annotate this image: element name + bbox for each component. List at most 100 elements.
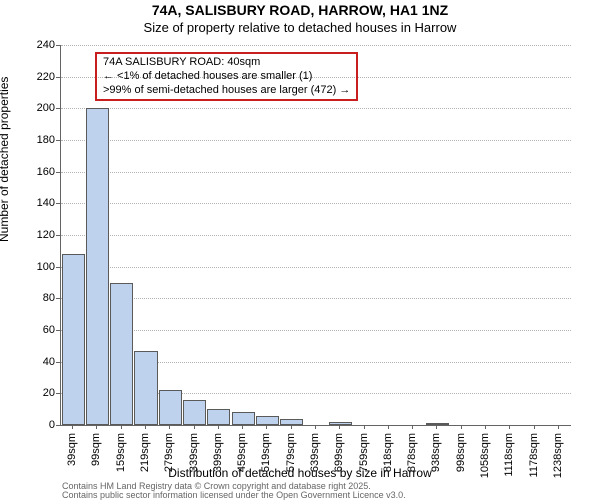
ytick-label: 140	[15, 197, 55, 209]
xtick-label: 1178sqm	[528, 433, 540, 483]
xtick-label: 99sqm	[90, 433, 102, 483]
annotation-line: >99% of semi-detached houses are larger …	[103, 84, 350, 98]
xtick-label: 938sqm	[430, 433, 442, 483]
gridline	[61, 298, 571, 299]
ytick-mark	[56, 425, 60, 426]
ytick-mark	[56, 140, 60, 141]
bar	[207, 409, 230, 425]
bar	[183, 400, 206, 425]
xtick-mark	[145, 425, 146, 429]
gridline	[61, 172, 571, 173]
gridline	[61, 45, 571, 46]
ytick-label: 60	[15, 324, 55, 336]
xtick-mark	[364, 425, 365, 429]
xtick-mark	[436, 425, 437, 429]
ytick-label: 100	[15, 261, 55, 273]
xtick-label: 1118sqm	[503, 433, 515, 483]
bar	[232, 412, 255, 425]
xtick-mark	[242, 425, 243, 429]
ytick-mark	[56, 330, 60, 331]
ytick-label: 200	[15, 102, 55, 114]
gridline	[61, 267, 571, 268]
xtick-label: 759sqm	[358, 433, 370, 483]
xtick-label: 279sqm	[163, 433, 175, 483]
gridline	[61, 330, 571, 331]
ytick-mark	[56, 267, 60, 268]
xtick-mark	[339, 425, 340, 429]
bar	[426, 423, 449, 425]
ytick-label: 120	[15, 229, 55, 241]
xtick-label: 1058sqm	[479, 433, 491, 483]
ytick-mark	[56, 203, 60, 204]
annotation-line: 74A SALISBURY ROAD: 40sqm	[103, 56, 350, 70]
bar	[256, 416, 279, 426]
bar	[280, 419, 303, 425]
xtick-label: 639sqm	[309, 433, 321, 483]
xtick-mark	[388, 425, 389, 429]
gridline	[61, 140, 571, 141]
gridline	[61, 203, 571, 204]
ytick-mark	[56, 77, 60, 78]
chart-subtitle: Size of property relative to detached ho…	[0, 20, 600, 35]
xtick-label: 519sqm	[260, 433, 272, 483]
xtick-mark	[266, 425, 267, 429]
ytick-mark	[56, 235, 60, 236]
xtick-mark	[169, 425, 170, 429]
ytick-mark	[56, 108, 60, 109]
ytick-mark	[56, 45, 60, 46]
ytick-label: 220	[15, 71, 55, 83]
xtick-label: 219sqm	[139, 433, 151, 483]
ytick-label: 20	[15, 387, 55, 399]
xtick-mark	[72, 425, 73, 429]
xtick-mark	[558, 425, 559, 429]
credits: Contains HM Land Registry data © Crown c…	[62, 482, 406, 500]
bar	[159, 390, 182, 425]
xtick-mark	[485, 425, 486, 429]
chart-title: 74A, SALISBURY ROAD, HARROW, HA1 1NZ	[0, 2, 600, 18]
xtick-mark	[509, 425, 510, 429]
xtick-label: 1238sqm	[552, 433, 564, 483]
xtick-label: 459sqm	[236, 433, 248, 483]
xtick-mark	[315, 425, 316, 429]
ytick-label: 160	[15, 166, 55, 178]
xtick-mark	[121, 425, 122, 429]
credits-line: Contains public sector information licen…	[62, 491, 406, 500]
ytick-mark	[56, 172, 60, 173]
xtick-label: 399sqm	[212, 433, 224, 483]
plot-area	[60, 45, 571, 426]
xtick-label: 818sqm	[382, 433, 394, 483]
gridline	[61, 108, 571, 109]
annotation-line: ← <1% of detached houses are smaller (1)	[103, 70, 350, 84]
xtick-mark	[412, 425, 413, 429]
xtick-mark	[461, 425, 462, 429]
ytick-mark	[56, 298, 60, 299]
xtick-label: 878sqm	[406, 433, 418, 483]
ytick-mark	[56, 362, 60, 363]
xtick-label: 579sqm	[285, 433, 297, 483]
bar	[86, 108, 109, 425]
ytick-label: 80	[15, 292, 55, 304]
bar	[329, 422, 352, 425]
xtick-mark	[218, 425, 219, 429]
xtick-mark	[194, 425, 195, 429]
y-axis-label: Number of detached properties	[0, 77, 11, 242]
xtick-label: 699sqm	[333, 433, 345, 483]
xtick-label: 39sqm	[66, 433, 78, 483]
xtick-mark	[96, 425, 97, 429]
xtick-label: 159sqm	[115, 433, 127, 483]
ytick-label: 180	[15, 134, 55, 146]
gridline	[61, 235, 571, 236]
bar	[134, 351, 157, 425]
annotation-box: 74A SALISBURY ROAD: 40sqm ← <1% of detac…	[95, 52, 358, 101]
xtick-mark	[291, 425, 292, 429]
ytick-label: 240	[15, 39, 55, 51]
ytick-label: 0	[15, 419, 55, 431]
ytick-mark	[56, 393, 60, 394]
bar	[62, 254, 85, 425]
bar	[110, 283, 133, 426]
chart-container: 74A, SALISBURY ROAD, HARROW, HA1 1NZ Siz…	[0, 0, 600, 500]
xtick-label: 339sqm	[188, 433, 200, 483]
xtick-mark	[534, 425, 535, 429]
ytick-label: 40	[15, 356, 55, 368]
xtick-label: 998sqm	[455, 433, 467, 483]
